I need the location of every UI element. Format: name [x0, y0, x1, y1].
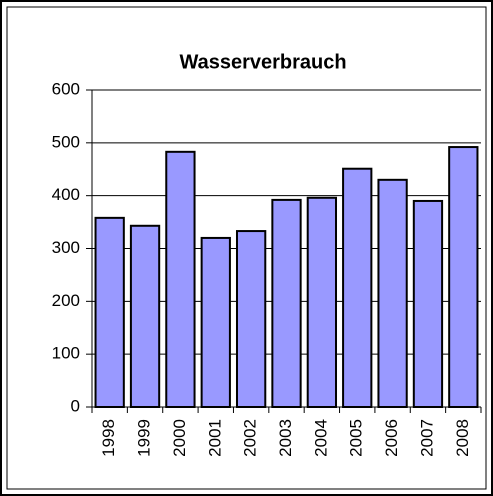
bar [129, 224, 161, 408]
bar [412, 199, 444, 408]
y-tick-label: 200 [52, 291, 80, 310]
x-tick-label: 2004 [311, 419, 330, 457]
bar [342, 167, 373, 408]
bar [306, 196, 338, 408]
y-tick-label: 500 [52, 132, 80, 151]
bar [235, 230, 267, 408]
x-tick-label: 2008 [453, 419, 472, 457]
x-tick-label: 2006 [382, 419, 401, 457]
chart-title: Wasserverbrauch [179, 51, 346, 73]
x-tick-label: 1998 [99, 419, 118, 457]
y-tick-label: 400 [52, 185, 80, 204]
y-tick-label: 0 [71, 396, 80, 415]
x-tick-label: 2002 [241, 419, 260, 457]
y-tick-label: 300 [52, 238, 80, 257]
bar [200, 236, 231, 408]
bar [271, 198, 302, 408]
x-tick-label: 2007 [417, 419, 436, 457]
x-tick-label: 2001 [205, 419, 224, 457]
bar [94, 216, 125, 408]
x-tick-label: 1999 [135, 419, 154, 457]
bar [165, 150, 196, 408]
x-tick-label: 2003 [276, 419, 295, 457]
bar [448, 146, 479, 408]
y-tick-label: 600 [52, 79, 80, 98]
x-tick-label: 2000 [170, 419, 189, 457]
y-tick-label: 100 [52, 344, 80, 363]
x-tick-label: 2005 [347, 419, 366, 457]
bar [377, 178, 408, 408]
